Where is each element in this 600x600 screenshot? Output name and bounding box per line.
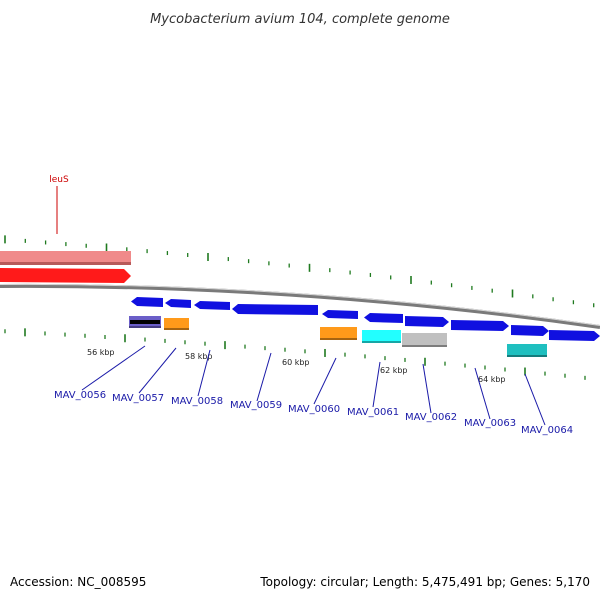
gene-label[interactable]: MAV_0056	[54, 390, 106, 401]
gene-label[interactable]: MAV_0060	[288, 404, 340, 415]
gene-label-leader	[524, 373, 546, 426]
feature-box-orange	[164, 318, 189, 330]
gene-label[interactable]: MAV_0059	[230, 400, 282, 411]
feature-box-gray	[402, 333, 447, 347]
gene-label[interactable]: MAV_0064	[521, 425, 573, 436]
gene-label[interactable]: MAV_0057	[112, 393, 164, 404]
gene-arrow-forward	[194, 301, 230, 310]
gene-label-leader	[256, 352, 272, 402]
feature-box-teal	[507, 344, 547, 357]
leus-secondary-shadow	[0, 262, 131, 265]
gene-arrow-forward	[511, 325, 549, 336]
genome-backbone	[0, 283, 600, 329]
gene-arrow-forward	[549, 330, 600, 341]
accession-text: Accession: NC_008595	[10, 575, 146, 589]
gene-arrow-forward	[131, 297, 163, 307]
feature-box-shadow	[402, 345, 447, 347]
feature-box-shadow	[320, 338, 357, 340]
feature-box-cyan	[362, 330, 401, 343]
gene-label-leader	[313, 357, 337, 405]
backbone-highlight	[0, 283, 600, 326]
gene-labels: 56 kbp 58 kbp 60 kbp 62 kbp 64 kbp MAV_0056 MA…	[54, 345, 573, 436]
backbone-line	[0, 283, 600, 329]
gene-arrow-forward	[165, 299, 191, 308]
gene-arrow-forward	[322, 310, 358, 319]
feature-box-shadow	[129, 326, 161, 328]
gene-arrow-forward	[451, 320, 509, 331]
feature-box-orange	[320, 327, 357, 340]
gene-arrow-forward	[405, 316, 449, 327]
gene-label-leader	[474, 367, 491, 420]
feature-box-shadow	[507, 355, 547, 357]
gene-label-leader	[81, 345, 146, 391]
outer-tick-ring	[4, 235, 595, 308]
leus-label: leuS	[49, 175, 69, 185]
scale-label: 58 kbp	[185, 352, 213, 361]
gene-arrow-forward	[364, 313, 403, 323]
gene-label-leader	[372, 361, 381, 408]
map-title: Mycobacterium avium 104, complete genome	[150, 12, 450, 27]
leus-gene-features: leuS	[0, 175, 131, 283]
gene-label-leader	[197, 349, 211, 397]
genome-summary-text: Topology: circular; Length: 5,475,491 bp…	[259, 575, 590, 589]
feature-box-shadow	[362, 341, 401, 343]
gene-label-leader	[422, 363, 432, 414]
gene-label[interactable]: MAV_0063	[464, 418, 516, 429]
gene-label[interactable]: MAV_0058	[171, 396, 223, 407]
gene-label[interactable]: MAV_0061	[347, 407, 399, 418]
leus-secondary-feature	[0, 251, 131, 264]
gene-arrow-forward	[232, 304, 318, 315]
gene-features	[129, 297, 600, 357]
scale-label: 60 kbp	[282, 358, 310, 367]
gene-label[interactable]: MAV_0062	[405, 412, 457, 423]
feature-box-inner-band	[130, 320, 160, 324]
inner-tick-ring	[4, 328, 586, 380]
scale-label: 64 kbp	[478, 375, 506, 384]
scale-label: 62 kbp	[380, 366, 408, 375]
scale-label: 56 kbp	[87, 348, 115, 357]
gene-label-leader	[138, 347, 177, 394]
feature-box-shadow	[164, 328, 189, 330]
leus-gene-arrow	[0, 268, 131, 283]
